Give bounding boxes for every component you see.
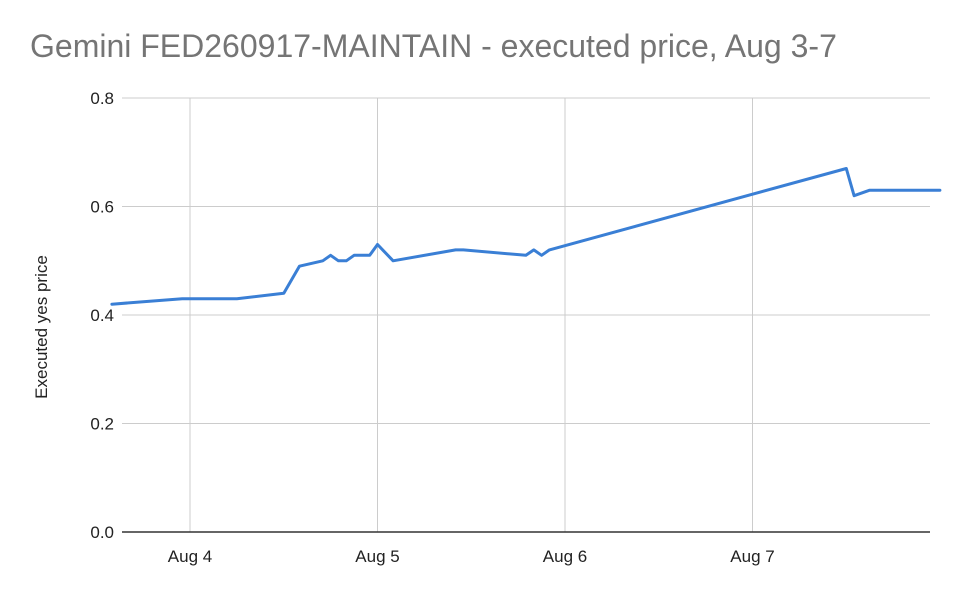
series-line bbox=[110, 167, 942, 306]
y-tick-label: 0.2 bbox=[90, 415, 114, 434]
y-tick-label: 0.8 bbox=[90, 89, 114, 108]
y-axis-title: Executed yes price bbox=[32, 255, 51, 399]
y-tick-label: 0.0 bbox=[90, 523, 114, 542]
x-tick-label: Aug 5 bbox=[355, 547, 399, 566]
chart-title: Gemini FED260917-MAINTAIN - executed pri… bbox=[30, 28, 837, 64]
y-tick-label: 0.6 bbox=[90, 198, 114, 217]
x-tick-label: Aug 6 bbox=[543, 547, 587, 566]
x-tick-label: Aug 4 bbox=[168, 547, 212, 566]
y-tick-label: 0.4 bbox=[90, 306, 114, 325]
x-tick-label: Aug 7 bbox=[730, 547, 774, 566]
